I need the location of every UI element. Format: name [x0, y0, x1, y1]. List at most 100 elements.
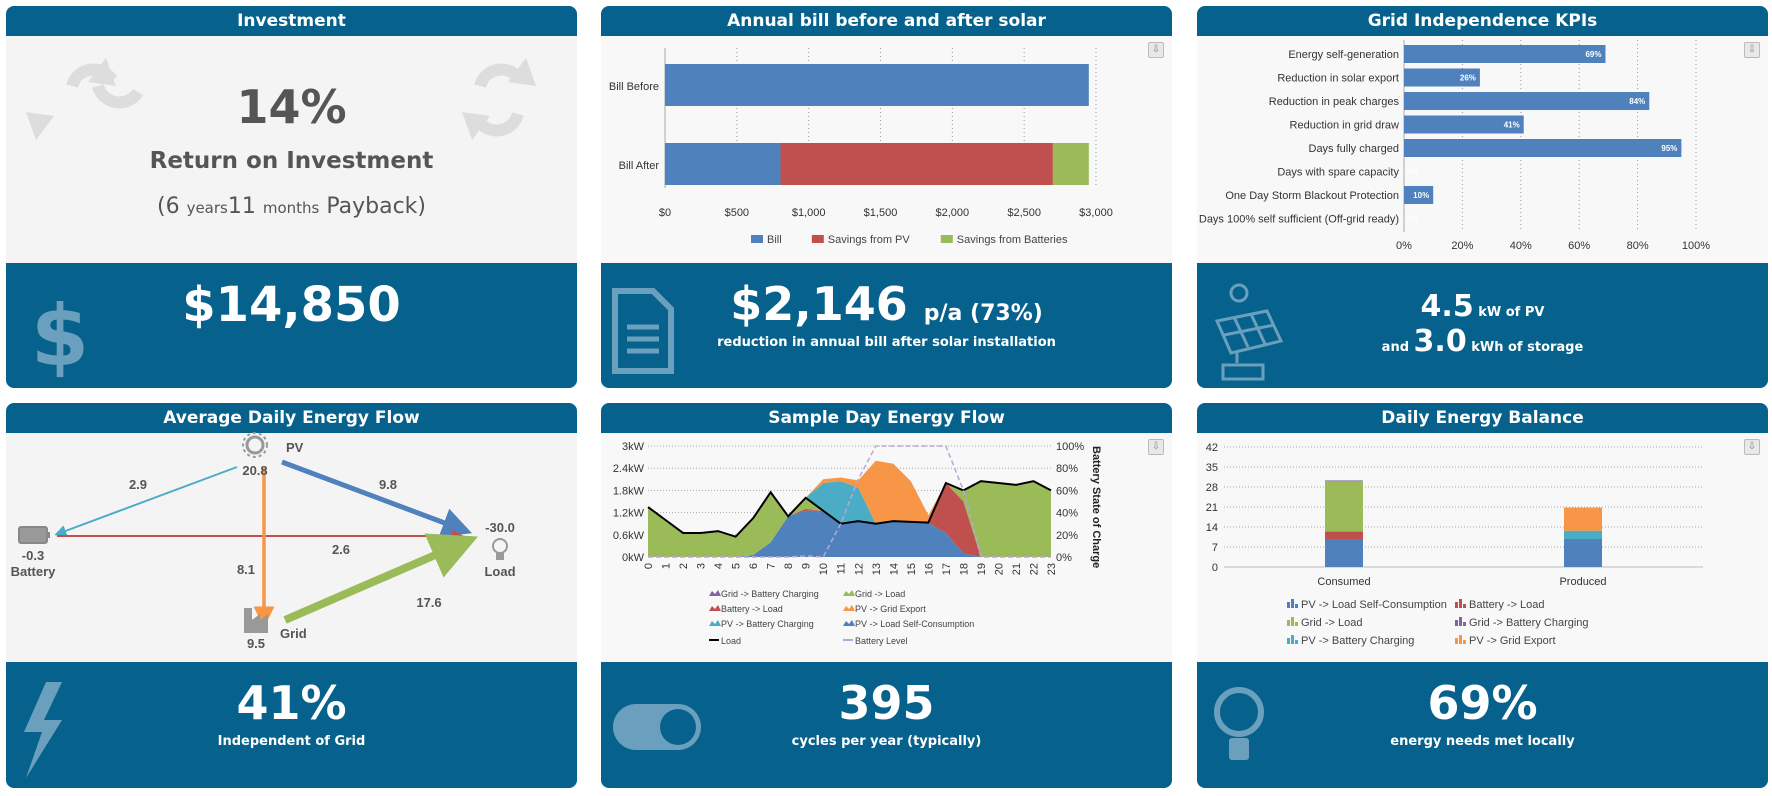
legend-item: PV -> Battery Charging	[721, 619, 814, 629]
y-tick-label: Days fully charged	[1309, 143, 1400, 155]
y2-tick-label: 0%	[1056, 552, 1072, 564]
investment-cost: $14,850	[182, 277, 401, 333]
data-label: 10%	[1413, 191, 1429, 200]
storage-size: 3.0	[1413, 324, 1467, 359]
months-value: 11	[227, 194, 256, 219]
bar	[1404, 45, 1606, 63]
data-label: 26%	[1460, 74, 1476, 83]
y-tick-label: 1.8kW	[613, 485, 645, 497]
legend-swatch	[1455, 620, 1458, 626]
x-tick-label: $500	[725, 207, 749, 219]
energy-balance-card: Daily Energy Balance ⇩ 0 7 14 21 28 35 42 Consum…	[1197, 403, 1768, 788]
legend-swatch	[1455, 602, 1458, 608]
legend-swatch	[709, 620, 721, 626]
legend-swatch	[1295, 604, 1298, 608]
legend-item: PV -> Grid Export	[855, 604, 926, 614]
legend-swatch	[1291, 617, 1294, 626]
energy-balance-chart: 0 7 14 21 28 35 42 Consumed Produced PV -> Load S…	[1206, 442, 1703, 647]
roi-label: Return on Investment	[149, 148, 434, 174]
lightning-icon	[24, 682, 62, 778]
battery-icon	[18, 526, 50, 544]
energy-flow-diagram: PV 20.8 -0.3 Battery -30.0 Load Grid 9.5…	[11, 432, 516, 651]
x-tick-label: 15	[906, 563, 918, 575]
load-label: Load	[484, 564, 515, 579]
x-tick-label: $1,000	[792, 207, 826, 219]
months-unit: months	[262, 199, 320, 217]
data-label: 69%	[1585, 50, 1601, 59]
bar	[1404, 139, 1682, 157]
bar	[665, 64, 1089, 106]
y2-tick-label: 60%	[1056, 485, 1078, 497]
legend-swatch	[843, 605, 855, 611]
battery-label: Battery	[11, 564, 57, 579]
bar	[1564, 539, 1602, 567]
x-tick-label: 11	[836, 563, 848, 574]
legend-item: PV -> Grid Export	[1469, 635, 1556, 647]
download-icon[interactable]: ⇩	[1744, 439, 1760, 455]
card-title: Grid Independence KPIs	[1197, 6, 1768, 36]
x-tick-label: 0%	[1396, 240, 1412, 252]
roi-value: 14%	[236, 80, 347, 134]
y-tick-label: 0.6kW	[613, 530, 645, 542]
y-tick-label: 7	[1212, 542, 1218, 554]
legend-item: PV -> Load Self-Consumption	[855, 619, 974, 629]
local-energy-label: energy needs met locally	[1390, 734, 1575, 749]
x-tick-label: 5	[731, 563, 743, 569]
years-value: 6	[165, 194, 180, 219]
download-icon[interactable]: ⇩	[1148, 42, 1164, 58]
battery-level-line	[648, 445, 1051, 558]
years-unit: years	[186, 199, 228, 217]
legend-swatch	[1287, 602, 1290, 608]
legend-item: PV -> Battery Charging	[1301, 635, 1414, 647]
edge-label: 2.6	[332, 542, 350, 557]
lightbulb-icon	[1214, 687, 1264, 760]
x-tick-label: 19	[976, 563, 988, 575]
y-tick-label: Reduction in grid draw	[1290, 120, 1400, 132]
x-tick-label: 2	[678, 563, 690, 569]
legend-swatch	[1287, 620, 1290, 626]
download-icon[interactable]: ⇩	[1744, 42, 1760, 58]
x-tick-label: 40%	[1510, 240, 1532, 252]
legend-swatch	[1463, 640, 1466, 644]
x-tick-label: 21	[1011, 563, 1023, 575]
y-tick-label: 14	[1206, 522, 1218, 534]
load-line	[647, 480, 1052, 538]
data-label: 0%	[1407, 215, 1419, 224]
legend-item: Battery -> Load	[1469, 599, 1545, 611]
edge-label: 9.8	[379, 477, 397, 492]
x-tick-label: 14	[888, 563, 900, 575]
x-tick-label: Consumed	[1317, 576, 1370, 588]
y2-tick-label: 100%	[1056, 441, 1084, 453]
paren: (	[156, 194, 166, 219]
annual-bill-card: Annual bill before and after solar ⇩ $0 $5…	[601, 6, 1172, 388]
x-tick-label: $3,000	[1079, 207, 1113, 219]
download-icon[interactable]: ⇩	[1148, 439, 1164, 455]
legend-swatch	[1295, 622, 1298, 626]
pv-value: 20.8	[242, 463, 267, 478]
bar	[665, 143, 781, 185]
x-tick-label: 20	[993, 563, 1005, 575]
storage-unit: kWh of storage	[1471, 340, 1584, 355]
legend-item: Battery Level	[855, 636, 908, 646]
area-series	[648, 481, 1051, 557]
bar	[1404, 186, 1434, 204]
card-title: Investment	[6, 6, 577, 36]
card-title: Annual bill before and after solar	[601, 6, 1172, 36]
legend-item: Savings from PV	[828, 234, 911, 246]
x-tick-label: $0	[659, 207, 671, 219]
toggle-icon	[613, 704, 701, 750]
bar	[1325, 539, 1363, 567]
cycles-label: cycles per year (typically)	[791, 734, 982, 749]
data-label: 41%	[1504, 121, 1520, 130]
refresh-icon	[26, 58, 536, 140]
y-tick-label: 0	[1212, 562, 1218, 574]
and-label: and	[1381, 340, 1410, 355]
x-tick-label: 12	[853, 563, 865, 575]
legend-swatch	[940, 235, 953, 243]
legend-swatch	[1291, 599, 1294, 608]
x-tick-label: 23	[1046, 563, 1058, 575]
x-tick-label: 100%	[1682, 240, 1710, 252]
legend-swatch	[1295, 640, 1298, 644]
x-tick-label: 16	[923, 563, 935, 575]
bar	[1404, 68, 1480, 87]
